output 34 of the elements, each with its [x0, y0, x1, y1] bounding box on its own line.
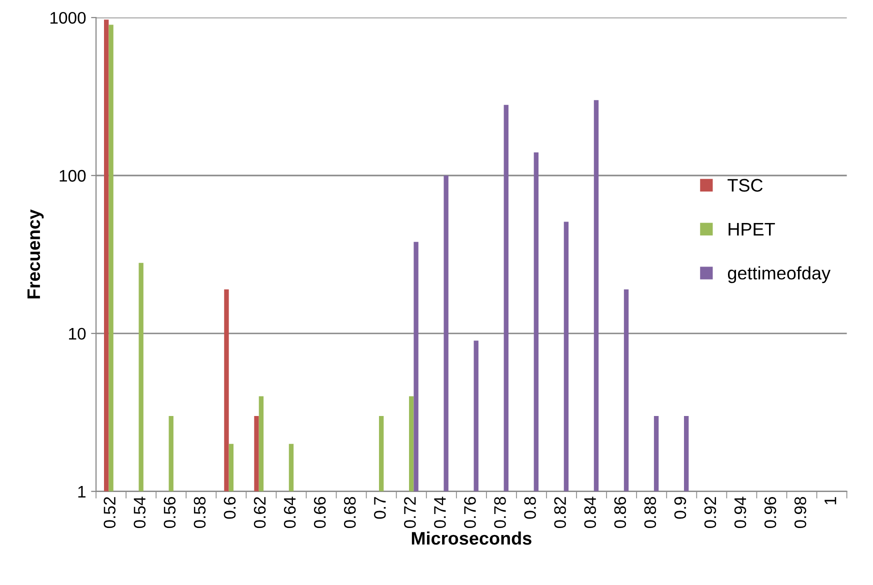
x-tick-label: 0.72	[404, 497, 416, 528]
x-tick-label: 0.64	[284, 496, 296, 528]
x-tick-label: 0.96	[764, 496, 776, 528]
x-tick-label: 0.52	[104, 497, 116, 528]
x-tick-label: 0.84	[584, 496, 596, 528]
legend-label: HPET	[728, 223, 775, 236]
x-tick-label: 0.78	[494, 496, 506, 528]
x-tick-label: 0.62	[254, 497, 266, 528]
x-tick-label: 0.98	[794, 496, 806, 528]
y-tick-label: 1	[78, 486, 86, 498]
x-tick-label: 1	[824, 497, 836, 504]
x-axis-title: Microseconds	[412, 531, 532, 545]
x-tick-label: 0.76	[464, 496, 476, 528]
x-tick-label: 0.6	[224, 496, 236, 519]
x-tick-label: 0.86	[614, 496, 626, 528]
x-tick-label: 0.88	[644, 496, 656, 528]
x-tick-label: 0.94	[734, 496, 746, 528]
y-axis-title: Frecuency	[28, 209, 44, 298]
x-tick-label: 0.92	[704, 497, 716, 528]
x-tick-label: 0.66	[314, 496, 326, 528]
x-tick-label: 0.8	[524, 496, 536, 519]
x-tick-label: 0.58	[194, 496, 206, 528]
x-tick-label: 0.7	[374, 497, 386, 519]
x-tick-label: 0.9	[674, 497, 686, 519]
x-tick-label: 0.68	[344, 496, 356, 528]
y-tick-label: 100	[60, 170, 86, 182]
x-tick-label: 0.82	[554, 497, 566, 528]
legend-label: gettimeofday	[728, 266, 831, 284]
y-tick-label: 10	[69, 328, 86, 340]
x-tick-label: 0.56	[164, 496, 176, 528]
x-tick-label: 0.54	[134, 496, 146, 528]
y-tick-label: 1000	[50, 12, 86, 24]
x-tick-label: 0.74	[434, 496, 446, 528]
legend-label: TSC	[728, 178, 763, 192]
